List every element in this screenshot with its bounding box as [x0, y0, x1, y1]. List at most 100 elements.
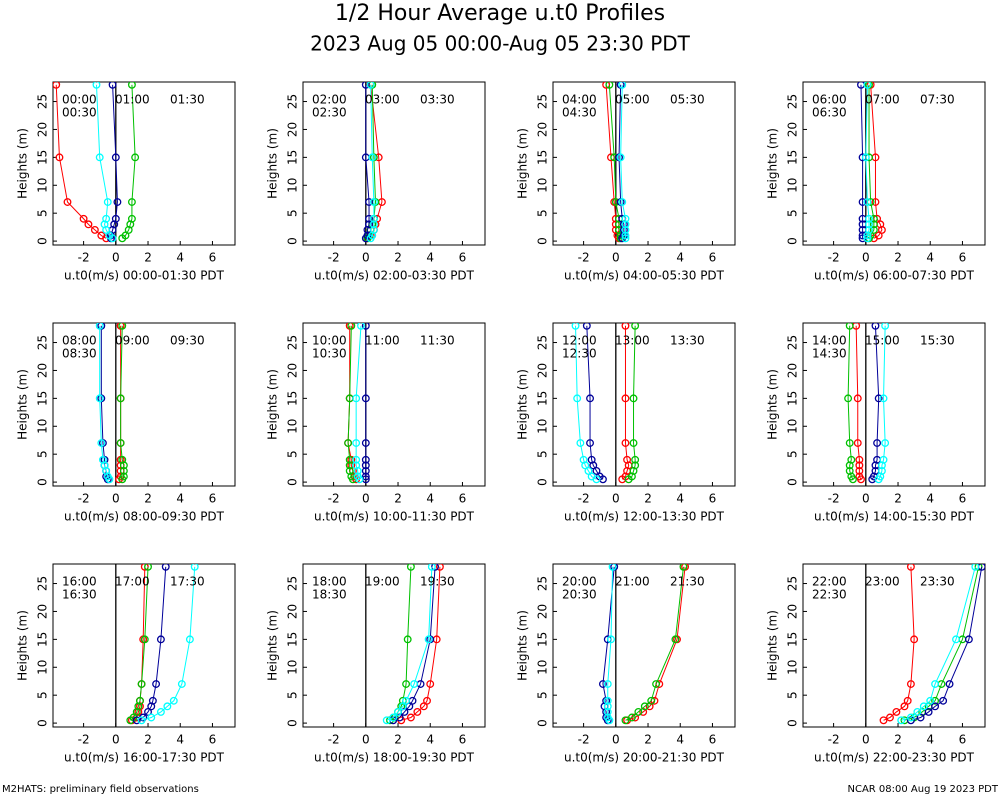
y-tick-label: 0: [36, 719, 50, 727]
profile-point: [931, 702, 940, 711]
profile-point: [603, 680, 612, 688]
profile-point: [897, 716, 906, 725]
x-tick-label: 6: [459, 492, 467, 506]
profile-point: [352, 394, 361, 403]
legend-label: 03:30: [420, 93, 455, 107]
profile-point: [361, 394, 370, 403]
profile-point: [608, 564, 617, 571]
x-tick-label: 0: [612, 492, 620, 506]
y-tick-label: 0: [286, 719, 300, 727]
profile-point: [621, 234, 630, 243]
profile-point: [185, 635, 194, 644]
profile-point: [855, 455, 864, 464]
profile-point: [621, 716, 630, 725]
profile-point: [156, 635, 165, 644]
y-tick-label: 5: [536, 691, 550, 699]
profile-point: [118, 323, 127, 330]
y-tick-label: 20: [786, 363, 800, 378]
profile-point: [366, 82, 375, 89]
profile-point: [845, 439, 854, 447]
profile-point: [116, 439, 125, 447]
plot-frame: [52, 322, 236, 487]
profile-point: [855, 472, 864, 481]
profile-point: [652, 680, 661, 688]
profile-point: [607, 635, 615, 644]
profile-point: [579, 455, 588, 464]
profile-point: [95, 323, 104, 330]
y-tick-label: 15: [286, 391, 300, 406]
profile-point: [853, 439, 862, 447]
y-axis-label: Heights (m): [266, 128, 280, 199]
profile-point: [844, 394, 853, 403]
profile-point: [140, 564, 149, 571]
profile-point: [855, 466, 864, 475]
profile-point: [931, 680, 940, 688]
footer-right: NCAR 08:00 Aug 19 2023 PDT: [847, 784, 998, 795]
y-tick-label: 20: [786, 604, 800, 619]
profile-point: [137, 680, 146, 688]
x-tick-label: 4: [676, 251, 684, 265]
profile-point: [347, 323, 356, 330]
y-tick-label: 20: [536, 604, 550, 619]
profile-point: [603, 702, 612, 711]
y-tick-label: 0: [786, 237, 800, 245]
y-tick-label: 5: [786, 691, 800, 699]
profile-point: [97, 439, 106, 447]
profile-point: [865, 214, 873, 223]
profile-point: [603, 707, 612, 716]
y-tick-label: 0: [786, 478, 800, 486]
y-axis-label: Heights (m): [16, 128, 30, 199]
y-axis-label: Heights (m): [516, 369, 530, 440]
profile-point: [886, 713, 894, 722]
profile-point: [119, 472, 128, 481]
legend-label: 18:30: [312, 588, 347, 602]
chart-subtitle: 2023 Aug 05 00:00-Aug 05 23:30 PDT: [310, 32, 691, 56]
plot-area: [844, 323, 890, 484]
legend-label: 06:30: [812, 106, 847, 120]
legend-label: 20:30: [562, 588, 597, 602]
profile-point: [369, 198, 378, 206]
profile-point: [361, 461, 370, 470]
y-tick-label: 25: [536, 335, 550, 350]
y-tick-label: 25: [286, 94, 300, 109]
profile-point: [127, 214, 136, 223]
profile-point: [931, 696, 940, 705]
profile-point: [90, 225, 99, 234]
profile-point: [861, 153, 870, 162]
plot-area: [571, 323, 640, 484]
profile-point: [98, 455, 107, 464]
profile-point: [97, 231, 106, 240]
plot-area: [879, 564, 985, 725]
profile-point: [871, 198, 880, 206]
profile-point: [881, 439, 890, 447]
profile-point: [863, 198, 872, 206]
legend-label: 02:30: [312, 106, 347, 120]
profile-point: [910, 635, 919, 644]
profile-point: [177, 680, 186, 688]
profile-point: [906, 564, 915, 571]
legend-label: 10:30: [312, 347, 347, 361]
x-tick-label: 4: [176, 251, 184, 265]
x-tick-label: 4: [926, 251, 934, 265]
y-tick-label: 10: [286, 419, 300, 434]
legend-label: 20:00: [562, 575, 597, 589]
y-tick-label: 10: [36, 660, 50, 675]
profile-point: [865, 220, 873, 229]
x-tick-label: 6: [209, 492, 217, 506]
legend-label: 11:00: [365, 334, 400, 348]
y-axis-label: Heights (m): [516, 610, 530, 681]
y-tick-label: 5: [36, 691, 50, 699]
profile-point: [621, 323, 630, 330]
profile-point: [621, 439, 630, 447]
profile-point: [111, 153, 120, 162]
x-tick-label: 0: [112, 733, 120, 747]
profile-point: [879, 455, 888, 464]
y-axis-label: Heights (m): [766, 128, 780, 199]
profile-point: [92, 82, 101, 89]
x-tick-label: 4: [426, 251, 434, 265]
profile-point: [108, 82, 117, 89]
plot-frame: [302, 322, 486, 487]
legend-label: 12:00: [562, 334, 597, 348]
legend-label: 09:30: [170, 334, 205, 348]
profile-point: [605, 82, 614, 89]
